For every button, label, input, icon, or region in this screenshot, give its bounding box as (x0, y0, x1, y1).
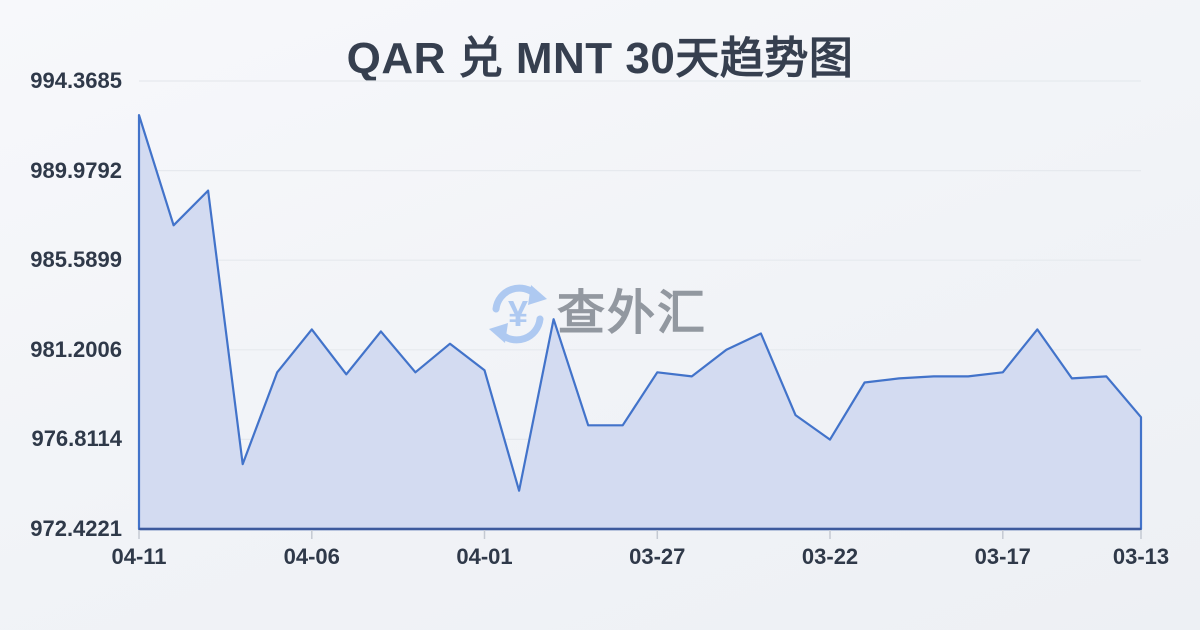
currency-exchange-icon: ¥ (489, 284, 547, 344)
yen-symbol: ¥ (508, 293, 528, 334)
watermark-text: 查外汇 (557, 287, 708, 340)
watermark: ¥ 查外汇 (486, 282, 707, 346)
chart-title: QAR 兑 MNT 30天趋势图 (346, 34, 854, 83)
area-series (137, 113, 1143, 531)
